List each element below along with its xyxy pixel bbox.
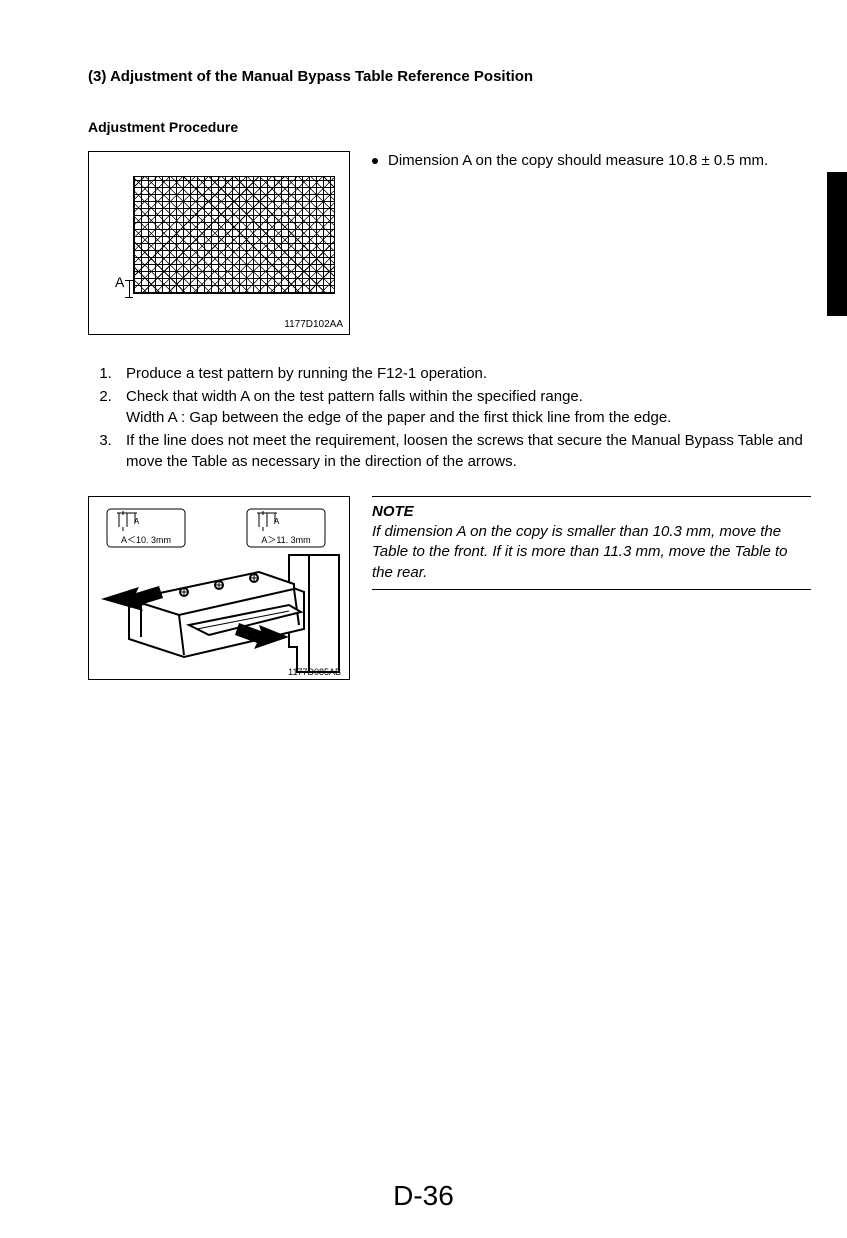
- document-page: (3) Adjustment of the Manual Bypass Tabl…: [0, 0, 847, 1238]
- dimension-spec-text: Dimension A on the copy should measure 1…: [388, 151, 768, 171]
- dimension-spec-bullet: Dimension A on the copy should measure 1…: [372, 151, 811, 171]
- step-1: Produce a test pattern by running the F1…: [116, 363, 811, 384]
- crosshatch-pattern-icon: [133, 176, 335, 294]
- procedure-steps-list: Produce a test pattern by running the F1…: [88, 363, 811, 472]
- page-number: D-36: [0, 1180, 847, 1212]
- bullet-icon: [372, 158, 378, 164]
- note-title: NOTE: [372, 503, 811, 520]
- step-3: If the line does not meet the requiremen…: [116, 430, 811, 472]
- inset-a-mark-left: A: [134, 517, 140, 526]
- figure-2-reference-code: 1177D085AB: [288, 667, 341, 677]
- subheading: Adjustment Procedure: [88, 119, 811, 135]
- note-block: NOTE If dimension A on the copy is small…: [372, 496, 811, 596]
- figure-2-drawing-icon: A A A＜10. 3mm A＞11. 3mm: [89, 497, 350, 680]
- figure-and-bullet-row: A 1177D102AA Dimension A on the copy sho…: [88, 151, 811, 335]
- figure-1-test-pattern: A 1177D102AA: [88, 151, 350, 335]
- step-2: Check that width A on the test pattern f…: [116, 386, 811, 428]
- figure-1-reference-code: 1177D102AA: [284, 319, 343, 330]
- figure-and-note-row: A A A＜10. 3mm A＞11. 3mm: [88, 496, 811, 680]
- inset-left-label: A＜10. 3mm: [121, 535, 171, 545]
- figure-2-bypass-table: A A A＜10. 3mm A＞11. 3mm: [88, 496, 350, 680]
- side-index-tab: [827, 172, 847, 316]
- note-rule-top: [372, 496, 811, 497]
- inset-right-label: A＞11. 3mm: [261, 535, 310, 545]
- figure-1-dimension-a-label: A: [115, 274, 124, 290]
- note-body: If dimension A on the copy is smaller th…: [372, 522, 811, 583]
- figure-1-pattern-wrapper: A: [115, 170, 335, 300]
- dimension-bracket-icon: [125, 280, 133, 298]
- note-rule-bottom: [372, 589, 811, 590]
- section-title: (3) Adjustment of the Manual Bypass Tabl…: [88, 68, 811, 85]
- inset-a-mark-right: A: [274, 517, 280, 526]
